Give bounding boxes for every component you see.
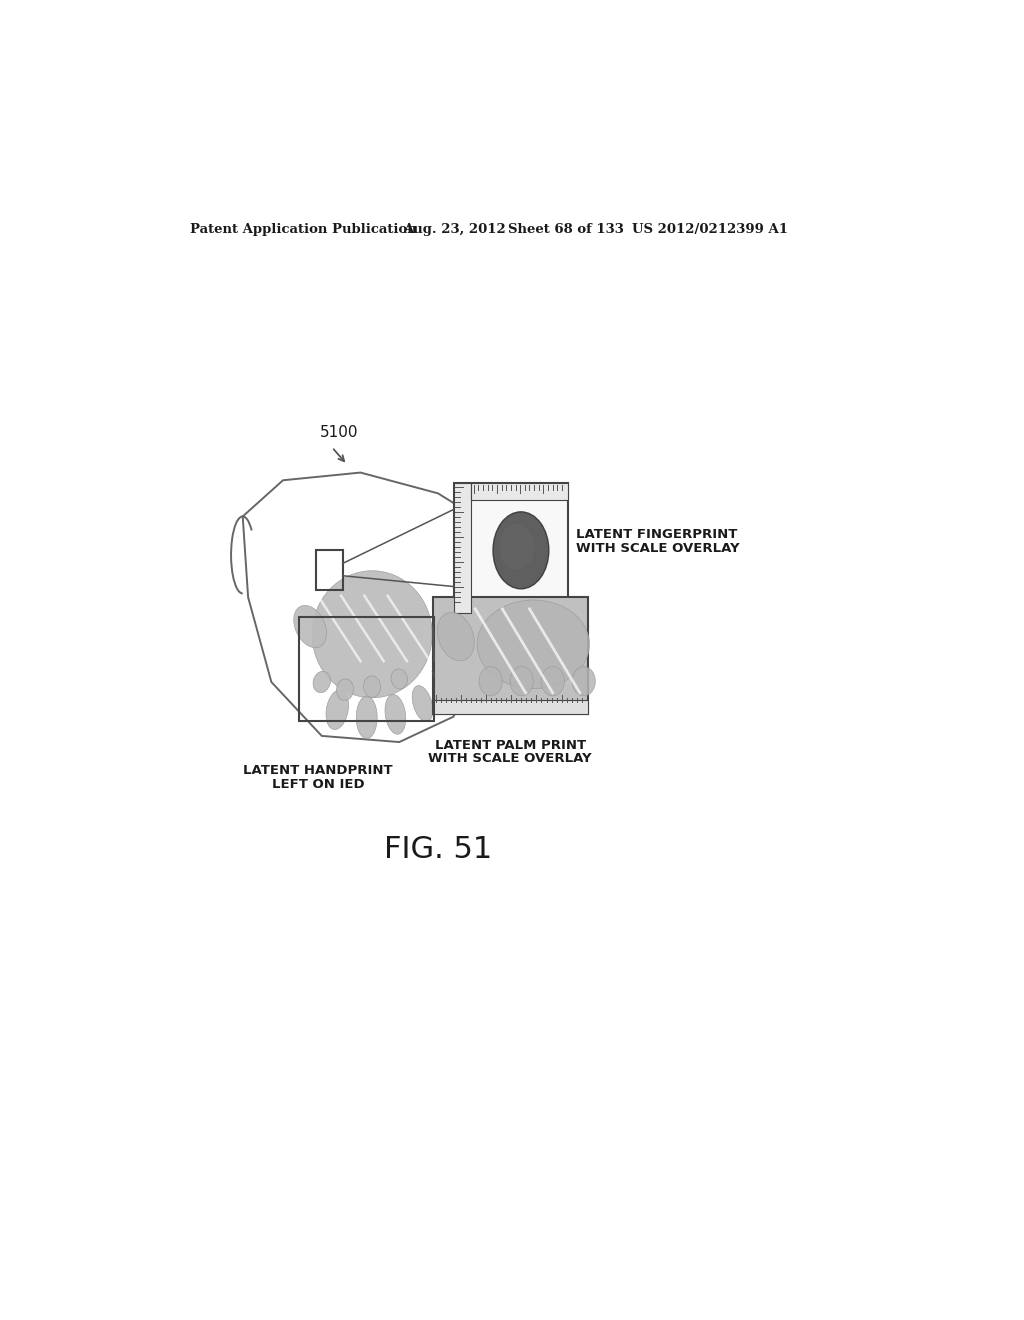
Text: US 2012/0212399 A1: US 2012/0212399 A1	[632, 223, 787, 236]
Ellipse shape	[364, 676, 381, 697]
Ellipse shape	[391, 669, 408, 689]
Bar	[454, 483, 471, 612]
Ellipse shape	[356, 696, 377, 739]
Ellipse shape	[572, 667, 595, 696]
Text: LATENT HANDPRINT: LATENT HANDPRINT	[243, 764, 392, 777]
Bar	[471, 483, 568, 500]
Text: Aug. 23, 2012: Aug. 23, 2012	[403, 223, 506, 236]
Text: LATENT PALM PRINT: LATENT PALM PRINT	[434, 739, 586, 751]
Ellipse shape	[437, 612, 474, 661]
Ellipse shape	[313, 672, 331, 693]
Bar	[315, 549, 343, 590]
Ellipse shape	[479, 667, 503, 696]
Text: 5100: 5100	[321, 425, 358, 440]
Ellipse shape	[385, 694, 406, 734]
Ellipse shape	[312, 570, 432, 698]
Ellipse shape	[500, 523, 535, 570]
Bar	[454, 483, 568, 612]
Ellipse shape	[413, 685, 433, 722]
Ellipse shape	[493, 512, 549, 589]
Ellipse shape	[510, 667, 534, 696]
Text: FIG. 51: FIG. 51	[384, 836, 493, 865]
Text: Patent Application Publication: Patent Application Publication	[190, 223, 417, 236]
Text: WITH SCALE OVERLAY: WITH SCALE OVERLAY	[575, 541, 739, 554]
Text: WITH SCALE OVERLAY: WITH SCALE OVERLAY	[428, 752, 592, 766]
Ellipse shape	[337, 678, 353, 701]
Bar	[299, 616, 434, 721]
Ellipse shape	[477, 601, 590, 689]
Text: LATENT FINGERPRINT: LATENT FINGERPRINT	[575, 528, 737, 541]
Ellipse shape	[294, 606, 327, 648]
Text: Sheet 68 of 133: Sheet 68 of 133	[508, 223, 624, 236]
Ellipse shape	[326, 690, 348, 730]
Bar	[432, 598, 588, 714]
Ellipse shape	[541, 667, 564, 696]
Bar	[432, 701, 588, 714]
Text: LEFT ON IED: LEFT ON IED	[271, 777, 365, 791]
